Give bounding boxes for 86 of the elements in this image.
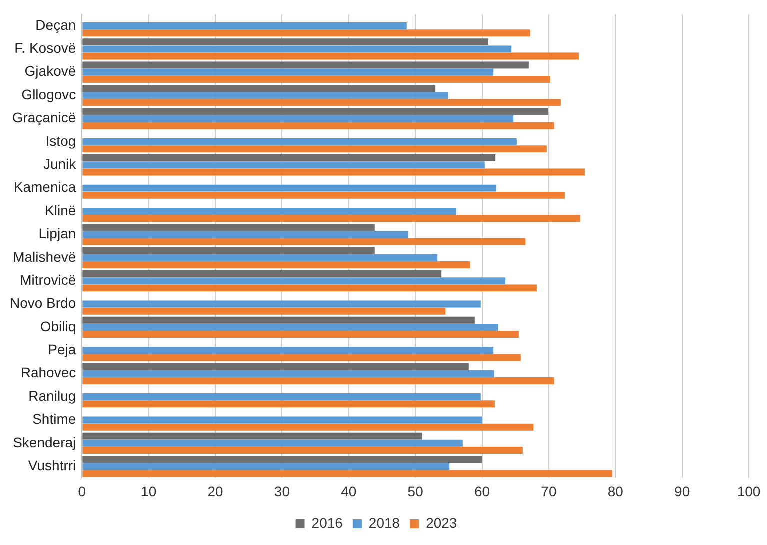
bar: [82, 394, 481, 401]
bar: [82, 231, 408, 238]
bar: [82, 52, 579, 60]
bar: [82, 138, 517, 146]
x-tick-label: 100: [737, 483, 761, 500]
bar: [82, 247, 375, 254]
y-tick-label: Kamenica: [14, 179, 76, 196]
x-tick-label: 0: [78, 483, 86, 500]
legend-label: 2018: [368, 514, 400, 531]
bar: [82, 76, 550, 83]
bar: [82, 224, 375, 232]
bar: [82, 92, 448, 100]
bar: [82, 162, 485, 169]
y-tick-label: Malishevë: [13, 248, 76, 265]
y-tick-label: Obiliq: [40, 318, 76, 334]
bar: [82, 254, 438, 262]
bar: [82, 284, 537, 292]
y-tick-label: Vushtrri: [28, 457, 76, 474]
bar: [82, 416, 482, 424]
bar: [82, 354, 521, 362]
bar: [82, 278, 506, 285]
bar: [82, 270, 442, 278]
bar: [82, 331, 519, 338]
bar: [82, 46, 512, 53]
y-tick-label: Peja: [48, 342, 76, 358]
bar: [82, 316, 475, 324]
bar: [82, 400, 495, 408]
x-tick-label: 20: [208, 483, 224, 500]
y-tick-label: Gllogovc: [22, 86, 76, 102]
bar: [82, 184, 496, 192]
bar: [82, 308, 446, 315]
bar: [82, 463, 450, 470]
bar: [82, 470, 612, 478]
y-tick-label: F. Kosovë: [14, 40, 76, 56]
bar: [82, 432, 422, 440]
x-tick-label: 50: [408, 483, 424, 500]
bar: [82, 99, 561, 106]
y-tick-label: Istog: [46, 132, 76, 149]
bar: [82, 300, 481, 308]
y-tick-label: Shtime: [32, 411, 76, 428]
y-tick-label: Gjakovë: [24, 63, 76, 80]
bar: [82, 456, 482, 463]
y-tick-label: Lipjan: [38, 226, 76, 242]
x-tick-label: 10: [141, 483, 157, 500]
bar: [82, 115, 514, 122]
bar: [82, 447, 523, 454]
x-tick-label: 40: [341, 483, 357, 500]
bar: [82, 208, 456, 215]
bar: [82, 38, 488, 46]
y-tick-label: Mitrovicë: [20, 272, 76, 288]
bar: [82, 122, 554, 130]
x-tick-label: 80: [608, 483, 624, 500]
bar: [82, 146, 547, 153]
bar: [82, 262, 470, 268]
y-tick-label: Skenderaj: [13, 434, 76, 450]
bar: [82, 154, 496, 162]
bar: [82, 62, 529, 69]
bar: [82, 440, 463, 447]
y-tick-label: Rahovec: [20, 364, 76, 381]
bar: [82, 108, 548, 116]
bar: [82, 22, 407, 30]
y-tick-label: Deçan: [36, 16, 76, 33]
legend-label: 2016: [312, 514, 344, 531]
bar: [82, 84, 436, 92]
bar: [82, 68, 494, 76]
bar: [82, 363, 469, 370]
bar: [82, 377, 554, 384]
y-tick-label: Klinë: [45, 202, 76, 218]
x-tick-label: 70: [541, 483, 557, 500]
bar: [82, 215, 580, 222]
bar: [82, 168, 585, 176]
bar: [82, 30, 530, 37]
bar: [82, 324, 498, 331]
y-tick-label: Novo Brdo: [10, 295, 76, 312]
bar: [82, 424, 534, 431]
y-tick-label: Junik: [43, 156, 78, 172]
x-tick-label: 90: [674, 483, 690, 500]
bar: [82, 370, 494, 378]
bar: [82, 238, 526, 246]
legend-label: 2023: [426, 514, 458, 531]
bar: [82, 347, 494, 354]
x-tick-label: 30: [274, 483, 290, 500]
bar: [82, 192, 565, 199]
y-tick-label: Ranilug: [28, 388, 76, 404]
x-tick-label: 60: [474, 483, 490, 500]
y-tick-label: Graçanicë: [12, 110, 76, 126]
